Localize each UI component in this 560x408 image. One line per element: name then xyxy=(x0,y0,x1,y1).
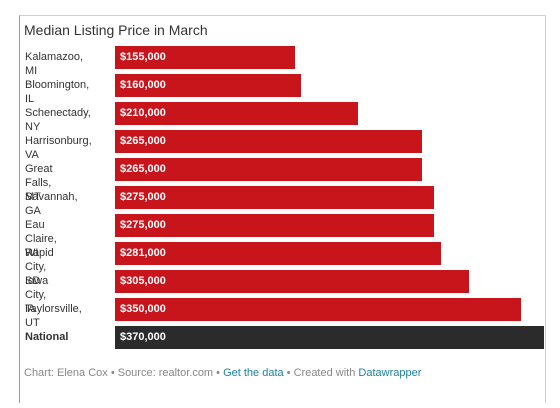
city-bar xyxy=(115,158,422,181)
footer-credit: Chart: Elena Cox • Source: realtor.com • xyxy=(24,367,224,379)
chart-footer: Chart: Elena Cox • Source: realtor.com •… xyxy=(24,367,421,379)
city-label: Schenectady, NY xyxy=(25,107,91,133)
bar-value-label: $275,000 xyxy=(120,191,166,203)
get-the-data-link[interactable]: Get the data xyxy=(223,367,284,379)
city-label: Bloomington, IL xyxy=(25,79,90,105)
city-bar xyxy=(115,270,469,293)
city-label: Savannah, GA xyxy=(25,191,78,217)
bar-value-label: $265,000 xyxy=(120,163,166,175)
city-bar xyxy=(115,130,422,153)
datawrapper-link[interactable]: Datawrapper xyxy=(358,367,422,379)
city-label: Kalamazoo, MI xyxy=(25,51,84,77)
chart-title: Median Listing Price in March xyxy=(24,22,208,38)
bar-value-label: $305,000 xyxy=(120,275,166,287)
city-label: Great Falls, MT xyxy=(25,163,53,203)
city-bar xyxy=(115,242,441,265)
bar-value-label: $210,000 xyxy=(120,107,166,119)
bar-value-label: $155,000 xyxy=(120,51,166,63)
city-bar xyxy=(115,298,521,321)
city-bar xyxy=(115,186,434,209)
city-label: Taylorsville, UT xyxy=(25,303,82,329)
city-bar xyxy=(115,74,301,97)
city-bar xyxy=(115,214,434,237)
bar-value-label: $370,000 xyxy=(120,331,166,343)
bar-value-label: $160,000 xyxy=(120,79,166,91)
city-label: Eau Claire, WI xyxy=(25,219,57,259)
footer-created-with: • Created with xyxy=(283,367,359,379)
bar-value-label: $265,000 xyxy=(120,135,166,147)
bar-value-label: $350,000 xyxy=(120,303,166,315)
city-label: Harrisonburg, VA xyxy=(25,135,92,161)
national-bar xyxy=(115,326,544,349)
city-label: Iowa City, IA xyxy=(25,275,49,315)
chart-frame xyxy=(19,15,546,403)
city-bar xyxy=(115,102,358,125)
bar-value-label: $281,000 xyxy=(120,247,166,259)
city-label: Rapid City, SD xyxy=(25,247,54,287)
city-bar xyxy=(115,46,295,69)
national-label: National xyxy=(25,331,69,343)
bar-value-label: $275,000 xyxy=(120,219,166,231)
